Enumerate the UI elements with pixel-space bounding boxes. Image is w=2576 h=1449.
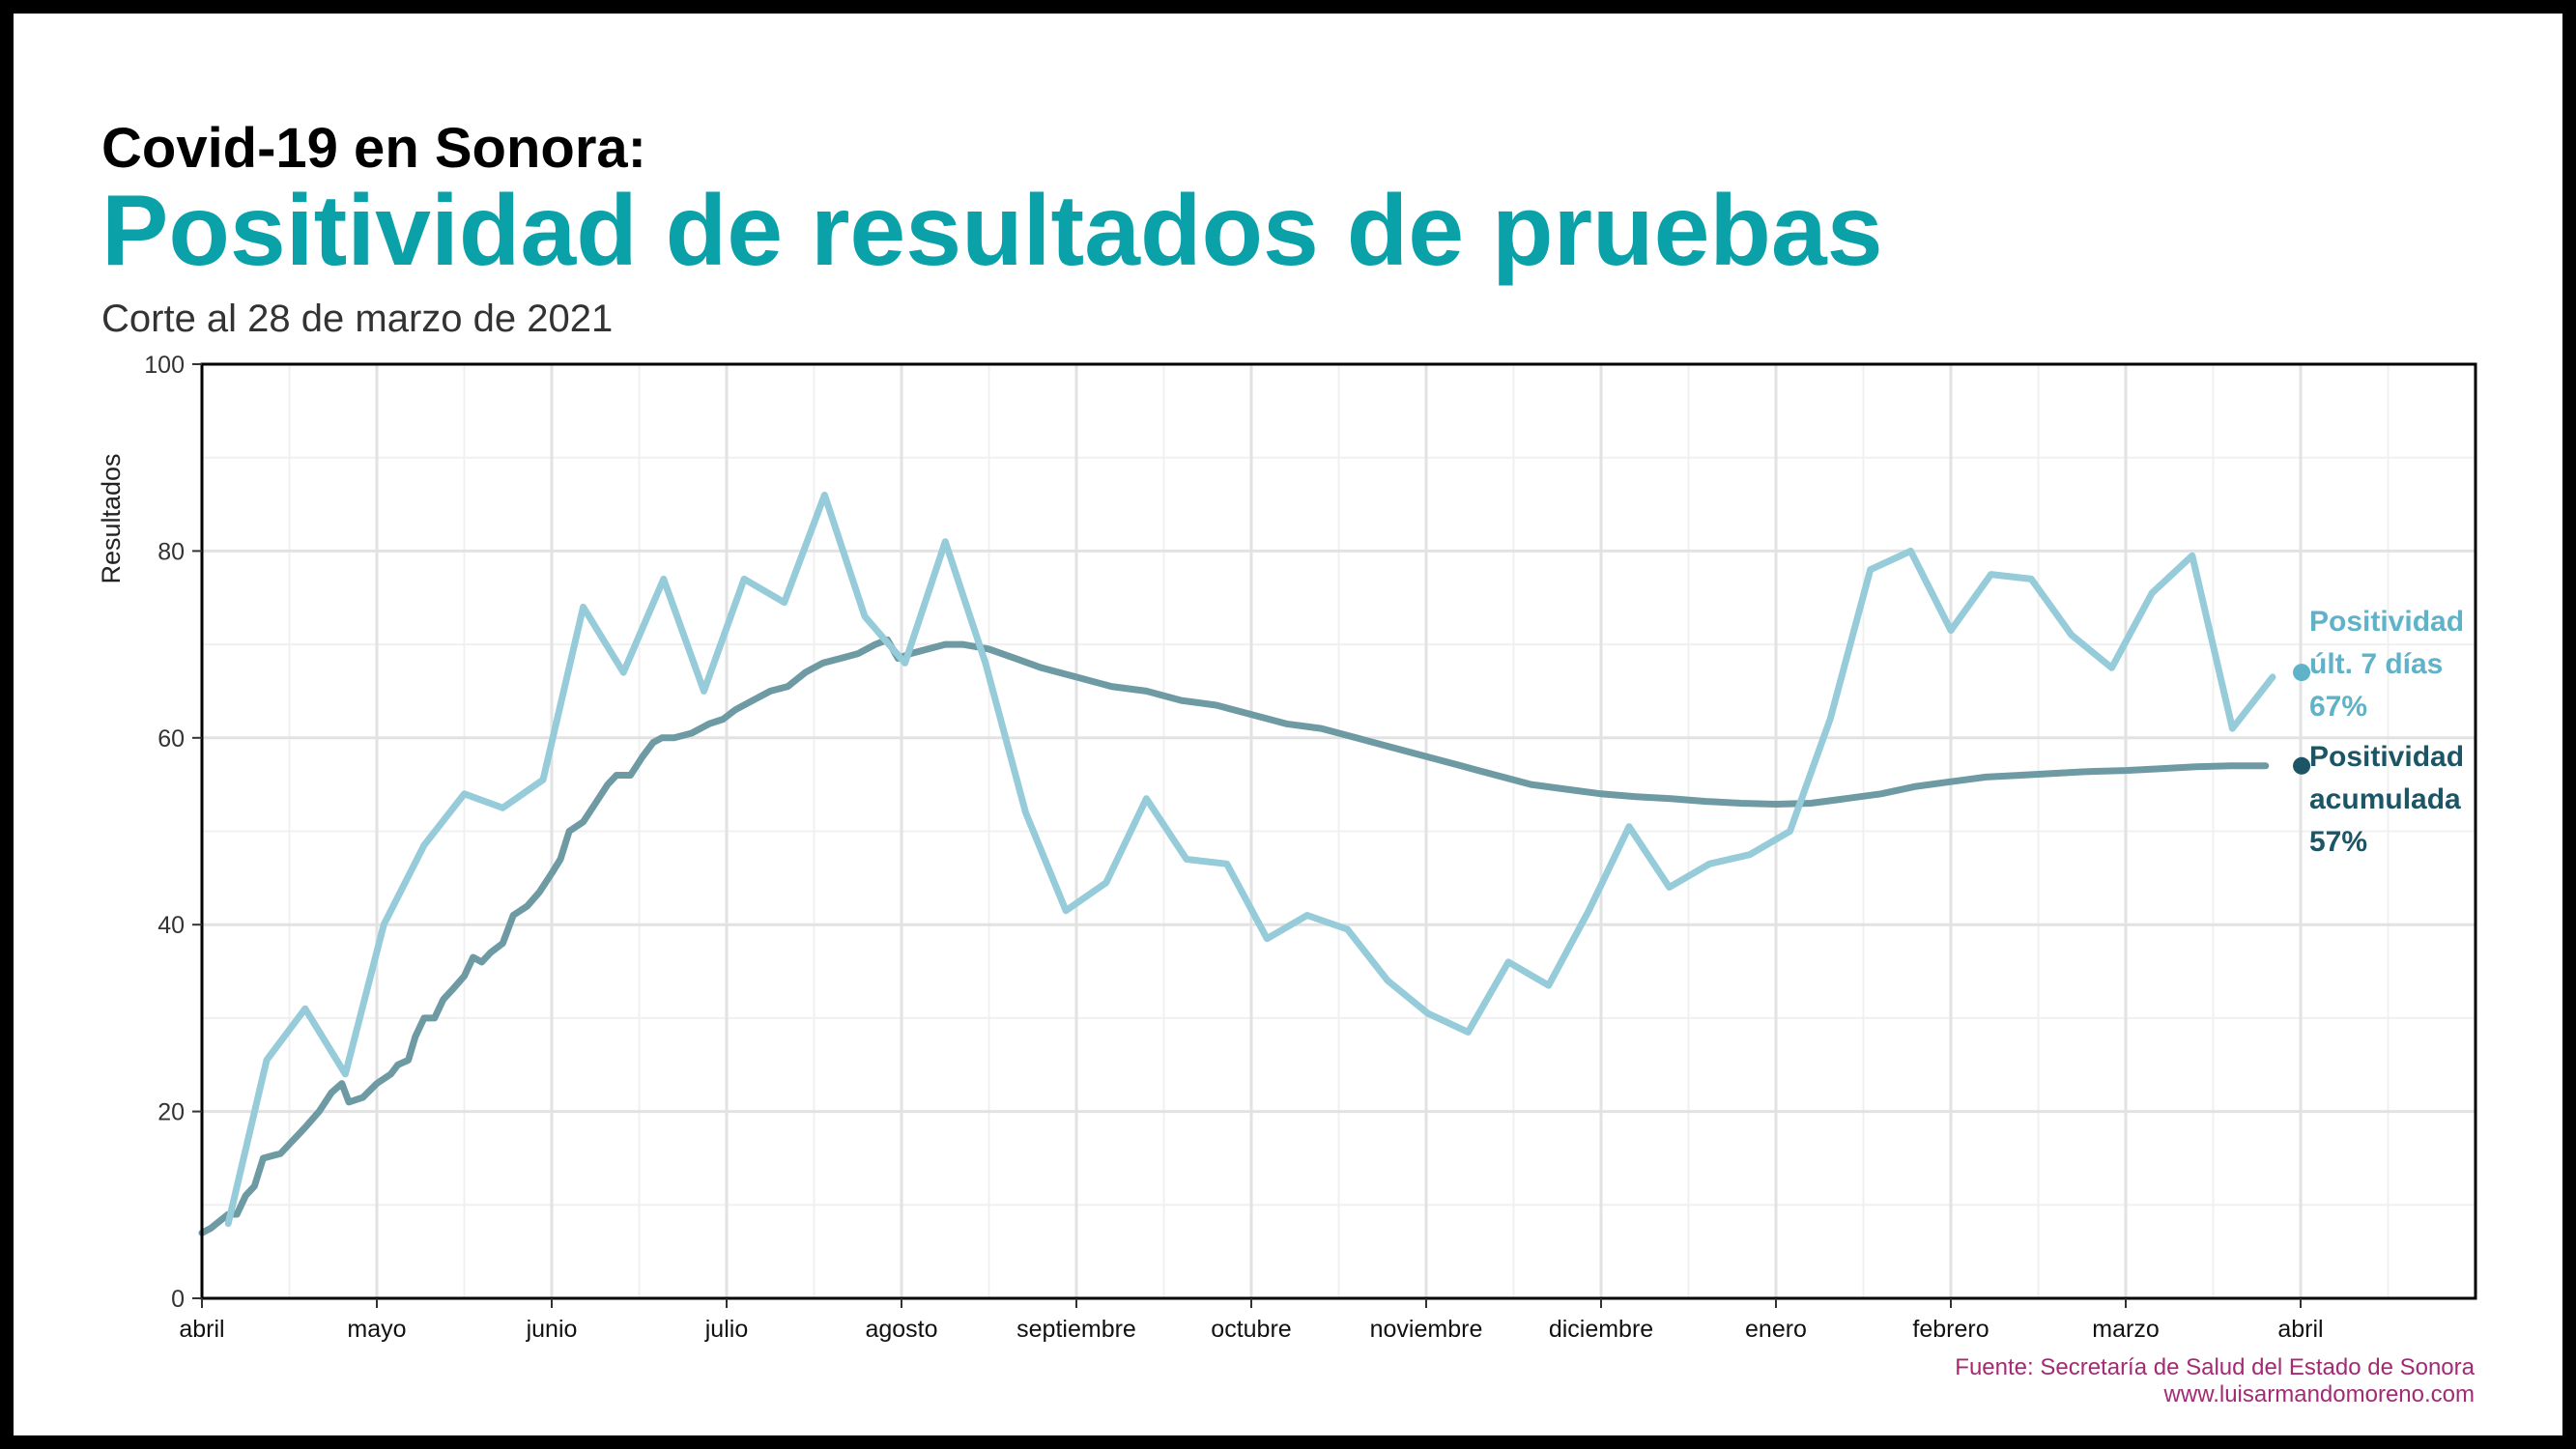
y-tick-label: 80: [157, 538, 185, 565]
y-axis-label: Resultados: [97, 453, 126, 583]
x-tick-label: agosto: [865, 1316, 937, 1343]
chart-kicker: Covid-19 en Sonora:: [101, 117, 646, 180]
series-label-weekly: 67%: [2309, 691, 2367, 723]
series-line-weekly: [224, 491, 2276, 1228]
y-tick-label: 100: [144, 352, 185, 379]
y-tick-label: 20: [157, 1099, 185, 1126]
minor-gridlines: [202, 364, 2476, 1298]
y-tick-label: 0: [171, 1286, 185, 1313]
x-tick-label: abril: [2277, 1316, 2323, 1343]
series-end-dot-weekly: [2293, 664, 2311, 682]
chart-subtitle: Corte al 28 de marzo de 2021: [101, 298, 614, 340]
y-tick-label: 40: [157, 912, 185, 939]
series-label-cumulative: acumulada: [2309, 783, 2461, 815]
y-tick-label: 60: [157, 725, 185, 753]
series-labels: Positividad acumulada 57% Positividad últ. 7…: [2309, 606, 2464, 858]
chart-title: Positividad de resultados de pruebas: [101, 175, 1883, 287]
source-credit: Fuente: Secretaría de Salud del Estado d…: [1955, 1354, 2475, 1380]
x-tick-label: enero: [1745, 1316, 1807, 1343]
x-tick-label: noviembre: [1370, 1316, 1483, 1343]
series-label-cumulative: 57%: [2309, 826, 2367, 858]
x-tick-label: marzo: [2092, 1316, 2159, 1343]
x-tick-label: septiembre: [1016, 1316, 1136, 1343]
series-end-dot-cumulative: [2293, 756, 2311, 775]
x-tick-label: octubre: [1211, 1316, 1291, 1343]
series-lines: [198, 491, 2311, 1236]
series-label-weekly: últ. 7 días: [2309, 648, 2443, 680]
x-tick-label: diciembre: [1549, 1316, 1653, 1343]
plot-border: [200, 362, 2477, 1300]
x-tick-label: febrero: [1912, 1316, 1989, 1343]
x-tick-label: abril: [179, 1316, 224, 1343]
series-line-cumulative: [198, 636, 2270, 1236]
x-tick-label: junio: [526, 1316, 578, 1343]
series-label-cumulative: Positividad: [2309, 741, 2464, 773]
source-url: www.luisarmandomoreno.com: [2163, 1381, 2475, 1407]
axes: 0 20 40 60 80 100 abril mayo junio julio agosto sep…: [144, 352, 2323, 1343]
series-label-weekly: Positividad: [2309, 606, 2464, 638]
x-tick-label: mayo: [347, 1316, 406, 1343]
x-tick-label: julio: [704, 1316, 748, 1343]
